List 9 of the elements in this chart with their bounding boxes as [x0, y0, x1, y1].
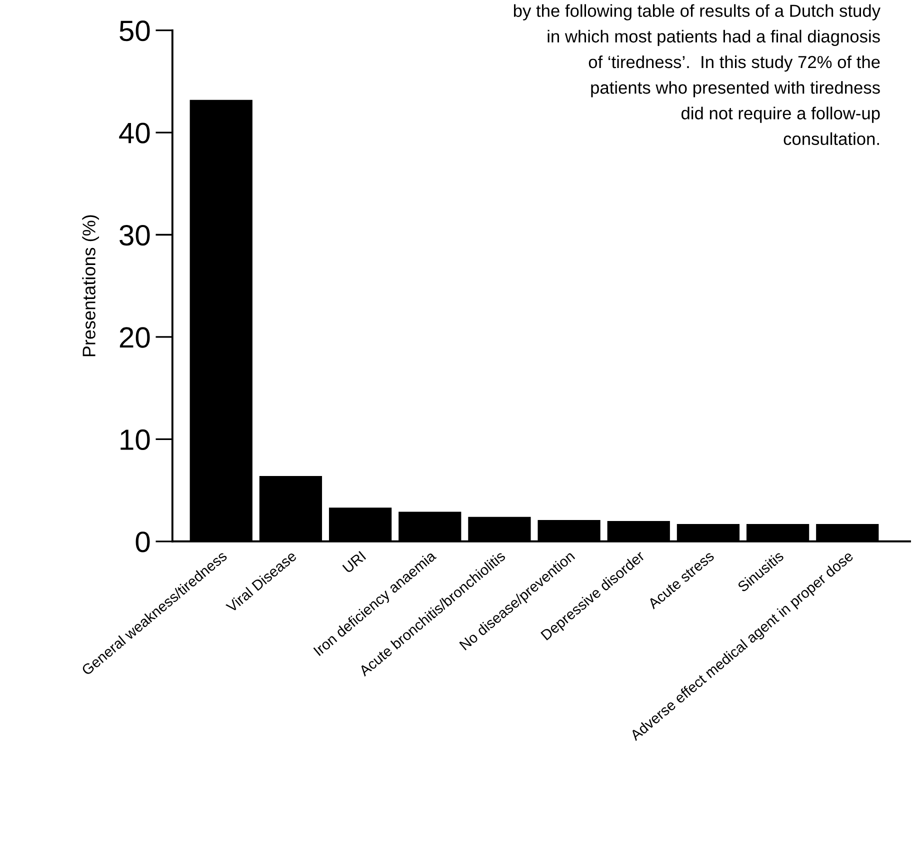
y-tick-label: 30	[120, 224, 150, 246]
y-axis-title: Presentations (%)	[82, 215, 99, 356]
y-tick-label: 50	[120, 20, 150, 42]
y-tick-label: 0	[136, 532, 150, 552]
x-tick-label: URI	[342, 551, 366, 574]
y-tick-label: 40	[119, 122, 150, 144]
y-tick-label: 20	[120, 327, 150, 348]
y-tick-label: 10	[120, 429, 150, 450]
annotation: by the following table of results of a Dutch study in which most patients had a final diagnosis of ‘tiredness’. In this study 72% of the patients who presented with tiredness did not require a follow-up consultation.	[514, 4, 880, 146]
